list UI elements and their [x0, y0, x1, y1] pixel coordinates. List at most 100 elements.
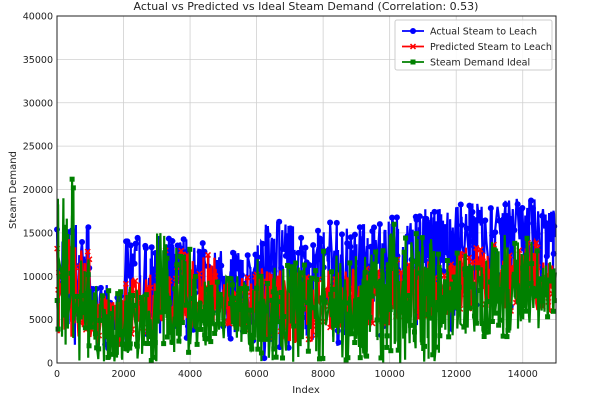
data-point	[281, 314, 287, 320]
legend-box	[394, 19, 553, 71]
data-point	[164, 255, 170, 261]
data-point	[435, 246, 442, 253]
data-point	[388, 348, 394, 354]
data-point	[476, 209, 483, 216]
data-point	[487, 279, 493, 285]
data-point	[524, 235, 530, 241]
data-point	[367, 314, 373, 320]
data-point	[90, 300, 96, 306]
data-point	[163, 300, 169, 306]
data-point	[127, 341, 133, 347]
data-point	[494, 290, 500, 296]
x-tick-label: 2000	[111, 369, 135, 380]
data-point	[302, 244, 309, 251]
data-point	[127, 345, 133, 351]
data-point	[523, 308, 529, 314]
data-point	[256, 336, 262, 342]
data-point	[479, 321, 485, 327]
data-point	[533, 240, 540, 247]
data-point	[469, 258, 476, 265]
data-point	[110, 351, 116, 357]
y-tick-label: 35000	[23, 55, 53, 66]
data-point	[467, 204, 474, 211]
data-point	[91, 307, 97, 313]
data-point	[537, 276, 543, 282]
data-point	[159, 309, 165, 315]
legend-marker-circle-icon	[410, 28, 416, 34]
data-point	[82, 325, 88, 331]
data-point	[194, 341, 200, 347]
data-point	[393, 257, 399, 263]
data-point	[190, 295, 196, 301]
data-point	[347, 243, 354, 250]
data-point	[270, 251, 277, 258]
data-point	[258, 350, 264, 356]
legend: Actual Steam to Leach Predicted Steam to …	[394, 19, 553, 71]
data-point	[345, 355, 351, 361]
data-point	[97, 284, 104, 291]
data-point	[422, 343, 428, 349]
data-point	[210, 310, 216, 316]
data-point	[174, 262, 180, 268]
data-point	[259, 240, 266, 247]
data-point	[431, 208, 438, 215]
data-point	[212, 330, 218, 336]
y-axis: 0 5000 10000 15000 20000 25000 30000 35000 40000	[23, 12, 53, 370]
data-point	[506, 215, 513, 222]
data-point	[150, 354, 156, 360]
data-point	[384, 344, 390, 350]
data-point	[457, 201, 464, 208]
data-point	[529, 261, 535, 267]
data-point	[442, 284, 448, 290]
data-point	[55, 326, 61, 332]
data-point	[371, 224, 378, 231]
data-point	[81, 301, 87, 307]
data-point	[514, 284, 520, 290]
data-point	[427, 315, 433, 321]
data-point	[469, 208, 476, 215]
data-point	[178, 253, 184, 259]
data-point	[118, 289, 124, 295]
data-point	[373, 249, 379, 255]
data-point	[147, 284, 154, 291]
data-point	[403, 235, 409, 241]
data-point	[393, 214, 400, 221]
data-point	[364, 353, 370, 359]
data-point	[433, 344, 439, 350]
data-point	[440, 294, 446, 300]
data-point	[543, 291, 549, 297]
data-point	[105, 354, 111, 360]
data-point	[446, 334, 452, 340]
data-point	[199, 309, 205, 315]
axes-frame	[56, 15, 557, 364]
data-point	[276, 218, 283, 225]
data-point	[548, 236, 555, 243]
data-point	[63, 259, 69, 265]
data-point	[481, 334, 487, 340]
data-point	[391, 221, 397, 227]
data-point	[84, 248, 91, 255]
data-point	[483, 329, 489, 335]
data-point	[148, 358, 154, 364]
data-point	[380, 293, 386, 299]
data-point	[369, 293, 375, 299]
data-point	[487, 205, 494, 212]
data-point	[127, 242, 134, 249]
data-point	[172, 286, 178, 292]
data-point	[85, 224, 92, 231]
data-point	[293, 260, 299, 266]
data-point	[79, 238, 86, 245]
data-point	[395, 347, 401, 353]
data-point	[275, 299, 281, 305]
data-point	[237, 259, 244, 266]
data-point	[161, 341, 167, 347]
data-point	[127, 272, 134, 279]
data-point	[202, 332, 208, 338]
data-point	[212, 273, 219, 280]
data-point	[255, 346, 261, 352]
data-point	[335, 339, 342, 346]
data-point	[297, 317, 303, 323]
y-tick-label: 0	[47, 359, 53, 370]
plot-area	[54, 176, 558, 364]
data-point	[496, 322, 502, 328]
